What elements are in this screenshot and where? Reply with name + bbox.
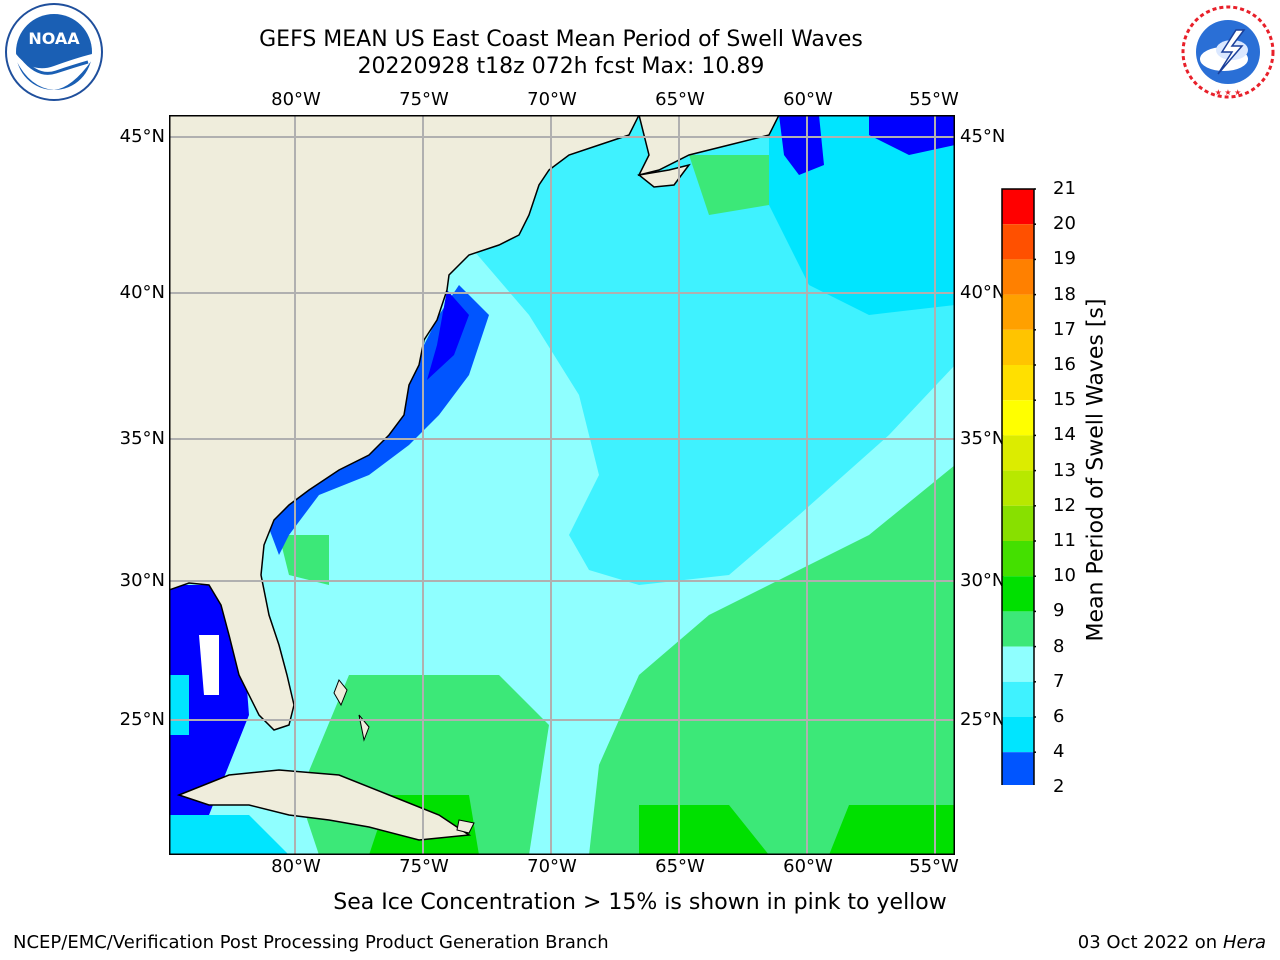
swell-period-map [169,115,955,855]
lon-label-bottom-60w: 60°W [783,856,833,877]
colorbar-tick-label: 14 [1053,424,1076,446]
colorbar-tick-label: 6 [1053,706,1065,727]
lat-label-right-25n: 25°N [960,709,1006,730]
colorbar-segment [1002,294,1034,330]
colorbar-segment [1002,259,1034,295]
footer-date-text: 03 Oct 2022 on [1077,932,1223,953]
colorbar-segment [1002,611,1034,647]
map-frame [169,115,955,855]
lat-label-left-25n: 25°N [119,709,165,730]
lon-label-bottom-75w: 75°W [399,856,449,877]
colorbar-segment [1002,329,1034,365]
colorbar-tick-label: 8 [1053,635,1065,657]
colorbar-segment [1002,470,1034,506]
colorbar-segment [1002,646,1034,682]
lat-label-left-45n: 45°N [119,126,165,147]
colorbar-tick-label: 18 [1053,283,1076,305]
colorbar-tick-label: 19 [1053,248,1076,270]
lon-label-bottom-55w: 55°W [909,856,959,877]
colorbar-tick-label: 20 [1053,213,1076,235]
colorbar-segment [1002,400,1034,436]
lat-label-right-30n: 30°N [960,570,1006,591]
colorbar-tick-label: 10 [1053,565,1076,587]
lat-label-left-35n: 35°N [119,428,165,449]
colorbar-label: Mean Period of Swell Waves [s] [1083,298,1109,642]
colorbar-segment [1002,435,1034,471]
lat-label-right-45n: 45°N [960,126,1006,147]
colorbar-segment [1002,576,1034,612]
lon-label-top-80w: 80°W [271,89,321,110]
colorbar-tick-label: 2 [1053,776,1065,798]
colorbar-segment [1002,189,1034,225]
svg-text:★ ★ ★: ★ ★ ★ [1215,88,1242,97]
colorbar-frame [1001,188,1035,785]
lat-label-right-40n: 40°N [960,282,1006,303]
noaa-logo-text: NOAA [28,29,80,48]
colorbar-tick-label: 15 [1053,389,1076,411]
lon-label-top-55w: 55°W [909,89,959,110]
colorbar-segment [1002,224,1034,260]
colorbar-tick-label: 12 [1053,494,1076,516]
lon-label-bottom-80w: 80°W [271,856,321,877]
colorbar-tick-label: 9 [1053,600,1065,622]
lat-label-left-40n: 40°N [119,282,165,303]
colorbar-segment [1002,365,1034,401]
lon-label-top-70w: 70°W [527,89,577,110]
colorbar-tick-label: 7 [1053,670,1065,692]
chart-title: GEFS MEAN US East Coast Mean Period of S… [259,27,863,52]
lat-label-right-35n: 35°N [960,428,1006,449]
noaa-logo: NOAA [5,3,103,101]
lon-label-top-75w: 75°W [399,89,449,110]
colorbar-tick-label: 11 [1053,530,1076,551]
footer-date: 03 Oct 2022 on Hera [1078,932,1266,953]
colorbar-tick-label: 16 [1053,354,1076,375]
lon-label-top-60w: 60°W [783,89,833,110]
chart-subtitle: 20220928 t18z 072h fcst Max: 10.89 [357,54,765,79]
colorbar-segment [1002,752,1034,785]
sea-ice-note: Sea Ice Concentration > 15% is shown in … [333,890,947,915]
lat-label-left-30n: 30°N [119,570,165,591]
colorbar-tick-label: 13 [1053,459,1076,481]
colorbar-tick-label: 4 [1053,741,1065,763]
lon-label-top-65w: 65°W [655,89,705,110]
map-gridlines [169,115,955,855]
colorbar [1001,188,1036,785]
footer-host: Hera [1222,932,1266,953]
colorbar-tick-label: 21 [1053,178,1076,199]
lon-label-bottom-65w: 65°W [655,856,705,877]
nws-logo: ★ ★ ★ [1181,5,1275,99]
colorbar-segment [1002,681,1034,717]
colorbar-segment [1002,505,1034,541]
colorbar-segment [1002,541,1034,577]
lon-label-bottom-70w: 70°W [527,856,577,877]
colorbar-tick-label: 17 [1053,318,1076,340]
colorbar-segment [1002,717,1034,753]
footer-credit: NCEP/EMC/Verification Post Processing Pr… [13,932,609,953]
